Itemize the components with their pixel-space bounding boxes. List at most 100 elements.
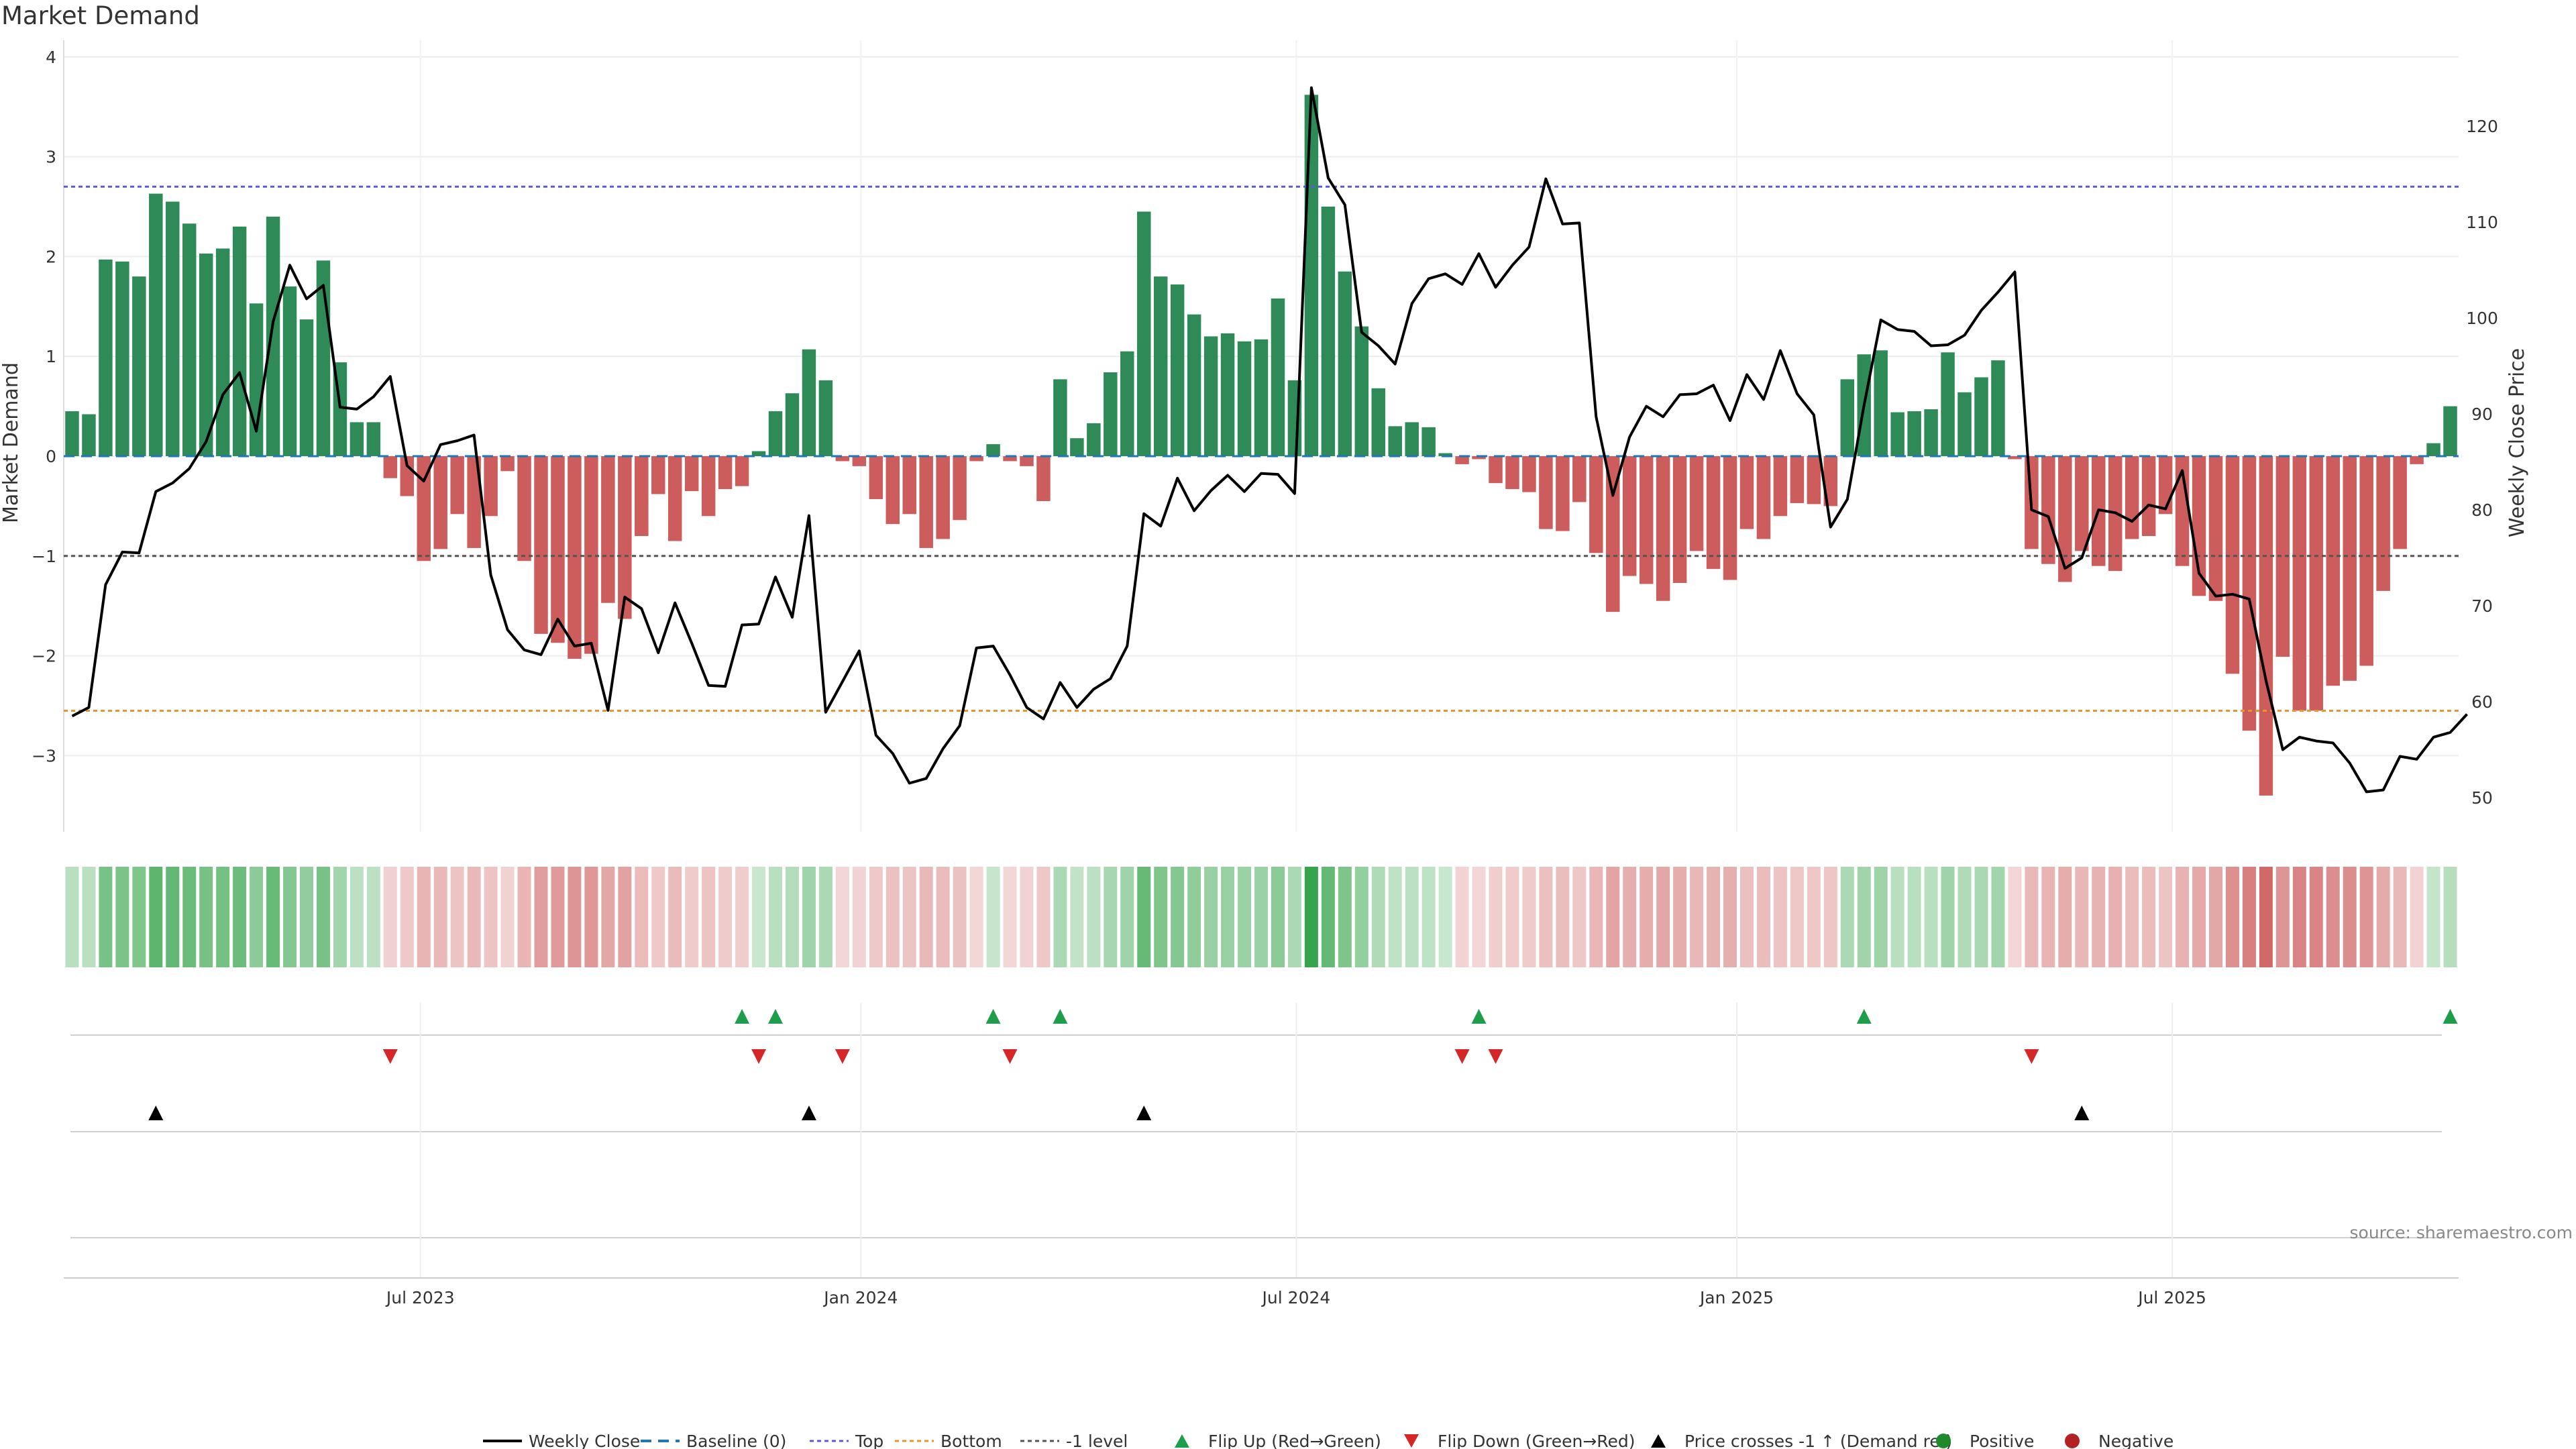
- heat-strip-cell: [2209, 867, 2222, 967]
- demand-bar: [1338, 271, 1352, 456]
- heat-strip-cell: [199, 867, 213, 967]
- demand-bar: [266, 216, 280, 456]
- legend-item: Baseline (0): [641, 1432, 786, 1449]
- price-cross-marker: [801, 1106, 816, 1120]
- demand-bar: [2075, 456, 2089, 551]
- heat-strip-cell: [534, 867, 548, 967]
- demand-bar: [735, 456, 749, 486]
- demand-bar: [969, 456, 983, 462]
- demand-bar: [2125, 456, 2139, 539]
- heat-strip-cell: [2125, 867, 2139, 967]
- heat-strip-cell: [1154, 867, 1168, 967]
- heat-strip-cell: [1941, 867, 1955, 967]
- demand-bar: [1656, 456, 1670, 601]
- demand-bar: [1572, 456, 1587, 502]
- demand-bar: [199, 253, 213, 456]
- heat-strip-cell: [1087, 867, 1101, 967]
- demand-bar: [701, 456, 716, 517]
- heat-strip-cell: [1321, 867, 1335, 967]
- heat-strip-cell: [1522, 867, 1536, 967]
- y2-tick-label: 50: [2471, 788, 2493, 808]
- legend-item: -1 level: [1020, 1432, 1128, 1449]
- demand-bar: [2242, 456, 2257, 731]
- demand-bar: [2393, 456, 2407, 549]
- heat-strip-cell: [1405, 867, 1419, 967]
- triangle-up-icon: [1651, 1434, 1666, 1448]
- demand-bar: [919, 456, 933, 548]
- heat-strip-cell: [802, 867, 816, 967]
- heat-strip-cell: [2359, 867, 2373, 967]
- demand-bar: [835, 456, 850, 462]
- heat-strip-cell: [2159, 867, 2173, 967]
- heat-strip-cell: [1673, 867, 1687, 967]
- flip-down-marker: [382, 1049, 398, 1064]
- demand-bar: [299, 319, 314, 456]
- demand-bar: [282, 286, 297, 456]
- heat-strip-cell: [785, 867, 799, 967]
- legend-label: Baseline (0): [686, 1432, 786, 1449]
- heat-strip-cell: [969, 867, 983, 967]
- y2-tick-label: 60: [2471, 692, 2493, 712]
- demand-bar: [1874, 350, 1888, 456]
- demand-bar: [2359, 456, 2373, 666]
- heat-strip-cell: [316, 867, 330, 967]
- flip-down-marker: [835, 1049, 850, 1064]
- heat-strip-cell: [869, 867, 883, 967]
- heat-strip-cell: [1354, 867, 1368, 967]
- demand-bar: [869, 456, 883, 499]
- heat-strip-cell: [350, 867, 364, 967]
- x-tick-label: Jul 2024: [1261, 1288, 1331, 1307]
- heat-strip-cell: [2225, 867, 2239, 967]
- heat-strip-cell: [2259, 867, 2273, 967]
- demand-bar: [2208, 456, 2223, 601]
- heat-strip-cell: [1589, 867, 1603, 967]
- heat-strip-cell: [1287, 867, 1301, 967]
- heat-strip-cell: [1606, 867, 1620, 967]
- heat-strip-cell: [132, 867, 146, 967]
- demand-bar: [1421, 427, 1436, 456]
- demand-bar: [1756, 456, 1771, 539]
- demand-bar: [1706, 456, 1721, 570]
- heat-strip-cell: [551, 867, 565, 967]
- legend-label: Flip Down (Green→Red): [1438, 1432, 1635, 1449]
- heat-strip-cell: [2410, 867, 2424, 967]
- flip-down-marker: [751, 1049, 767, 1064]
- x-tick-label: Jan 2024: [822, 1288, 898, 1307]
- heat-strip-cell: [1924, 867, 1938, 967]
- demand-bar: [450, 456, 464, 515]
- demand-bar: [1739, 456, 1754, 529]
- heat-strip-cell: [1338, 867, 1352, 967]
- heat-strip-cell: [1707, 867, 1721, 967]
- demand-bar: [1120, 351, 1134, 456]
- demand-bar: [2292, 456, 2307, 711]
- flip-up-marker: [1856, 1009, 1872, 1024]
- heat-strip-cell: [383, 867, 397, 967]
- flip-down-marker: [1002, 1049, 1018, 1064]
- heat-strip-cell: [1120, 867, 1134, 967]
- demand-bar: [467, 456, 481, 548]
- circle-icon: [1936, 1434, 1951, 1448]
- demand-bar: [1187, 314, 1201, 456]
- demand-bar: [1371, 388, 1385, 456]
- heat-strip-cell: [735, 867, 749, 967]
- heat-strip-cell: [182, 867, 197, 967]
- heat-strip-cell: [1371, 867, 1385, 967]
- demand-bar: [1203, 336, 1218, 456]
- demand-bar: [718, 456, 733, 490]
- heat-strip-cell: [1053, 867, 1067, 967]
- legend-label: Flip Up (Red→Green): [1208, 1432, 1381, 1449]
- demand-bar: [1773, 456, 1788, 517]
- heat-strip-cell: [1556, 867, 1570, 967]
- heat-strip-cell: [333, 867, 347, 967]
- heat-strip-cell: [1036, 867, 1051, 967]
- heat-strip-cell: [1857, 867, 1871, 967]
- heat-strip-cell: [702, 867, 716, 967]
- heat-strip-cell: [115, 867, 129, 967]
- legend-item: Top: [810, 1432, 883, 1449]
- heat-strip-cell: [1790, 867, 1804, 967]
- demand-bar: [215, 248, 230, 456]
- heat-strip-cell: [1187, 867, 1201, 967]
- demand-bar: [182, 223, 197, 456]
- heat-strip-cell: [835, 867, 849, 967]
- y2-tick-label: 70: [2471, 596, 2493, 616]
